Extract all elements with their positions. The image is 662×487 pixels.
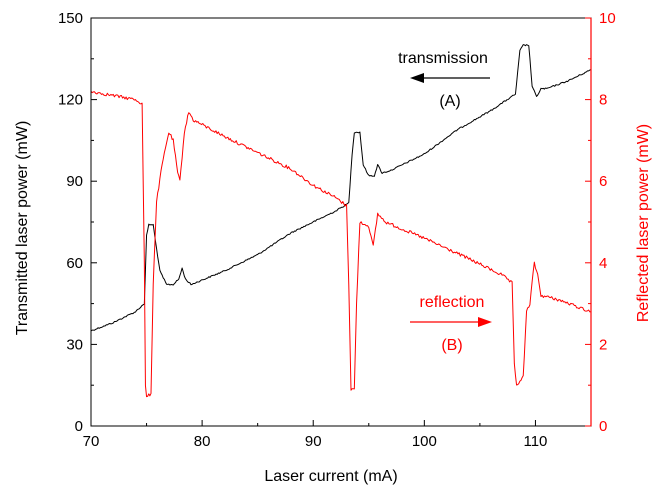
transmission-series-line (90, 44, 592, 332)
y-right-axis: 0 2 4 6 8 10 (585, 10, 616, 435)
transmission-tag: (A) (439, 93, 460, 110)
y-left-tick-label: 150 (58, 10, 83, 27)
y-right-tick-label: 2 (599, 336, 607, 353)
y-right-tick-label: 6 (599, 173, 607, 190)
y-right-tick-label: 10 (599, 10, 616, 27)
series-layer (90, 44, 592, 398)
reflection-arrow-head-icon (478, 317, 492, 327)
x-axis: 70 80 90 100 110 (83, 420, 547, 450)
plot-frame (90, 17, 592, 427)
y-left-axis-title: Transmitted laser power (mW) (14, 121, 31, 336)
x-tick-label: 70 (83, 433, 100, 450)
y-right-tick-label: 8 (599, 92, 607, 109)
y-left-tick-label: 90 (66, 173, 83, 190)
y-left-axis: 0 30 60 90 120 150 (58, 10, 97, 435)
y-right-axis-title: Reflected laser power (mW) (635, 124, 652, 322)
y-right-tick-label: 0 (599, 418, 607, 435)
y-left-tick-label: 60 (66, 255, 83, 272)
x-tick-label: 90 (305, 433, 322, 450)
y-left-tick-label: 0 (75, 418, 83, 435)
x-tick-label: 110 (523, 433, 547, 450)
y-left-tick-label: 30 (66, 336, 83, 353)
reflection-label: reflection (420, 294, 485, 311)
y-left-tick-label: 120 (58, 92, 83, 109)
transmission-label: transmission (398, 50, 488, 67)
x-axis-title: Laser current (mA) (264, 468, 397, 485)
transmission-arrow-head-icon (410, 73, 424, 83)
reflection-series-line (90, 91, 592, 398)
y-right-tick-label: 4 (599, 255, 607, 272)
reflection-tag: (B) (441, 337, 462, 354)
x-tick-label: 80 (194, 433, 211, 450)
x-tick-label: 100 (412, 433, 437, 450)
